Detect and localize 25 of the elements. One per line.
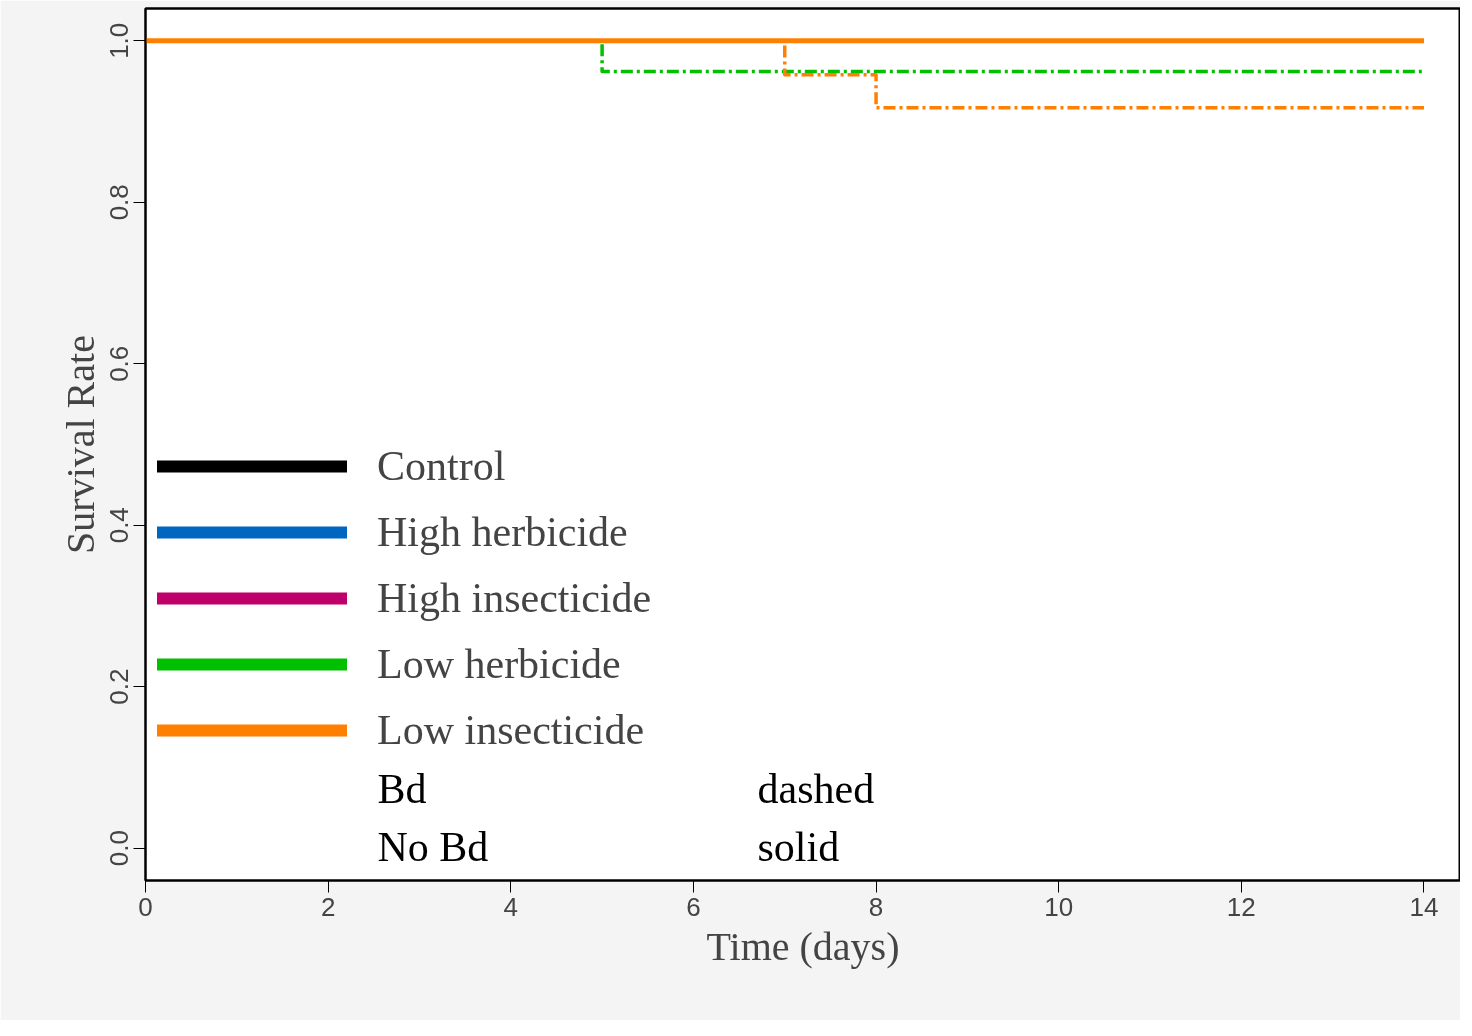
legend-label: Low herbicide [377, 640, 621, 688]
legend-label: Low insecticide [377, 706, 645, 754]
legend-label: High insecticide [377, 574, 652, 622]
x-tick-label: 2 [320, 891, 336, 922]
y-tick-label: 0.4 [104, 507, 135, 544]
annotation: solid [757, 823, 840, 870]
x-tick-label: 8 [868, 891, 884, 922]
x-axis-title: Time (days) [706, 923, 900, 969]
y-axis-title: Survival Rate [57, 335, 103, 554]
y-tick-label: 0.0 [104, 830, 135, 867]
x-tick-label: 0 [138, 891, 153, 922]
y-tick-label: 0.8 [104, 184, 135, 221]
y-tick-label: 1.0 [104, 22, 135, 59]
annotation: Bd [377, 765, 427, 812]
x-tick-label: 12 [1226, 891, 1256, 922]
x-tick-label: 14 [1409, 891, 1439, 922]
annotation: dashed [757, 765, 875, 812]
annotation: No Bd [377, 823, 489, 870]
legend-label: High herbicide [377, 508, 628, 556]
x-tick-label: 4 [503, 891, 519, 922]
legend-label: Control [377, 442, 506, 490]
x-tick-label: 6 [686, 891, 701, 922]
x-tick-label: 10 [1044, 891, 1074, 922]
y-tick-label: 0.2 [104, 668, 135, 705]
y-tick-label: 0.6 [104, 345, 135, 382]
